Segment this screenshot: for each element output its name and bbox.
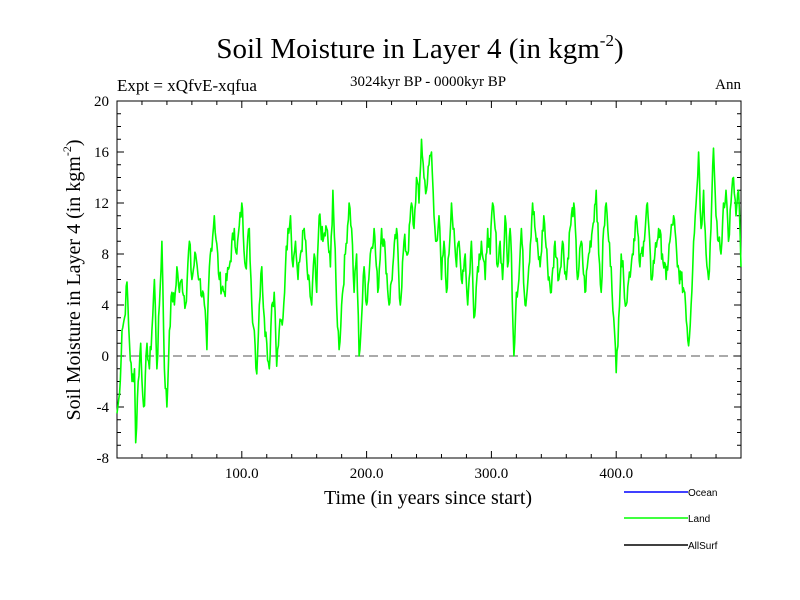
legend-item-ocean: Ocean (624, 488, 717, 499)
y-tick-label: 12 (94, 196, 109, 212)
y-tick-label: 0 (102, 349, 110, 365)
x-axis-label: Time (in years since start) (324, 487, 532, 509)
legend-label: Land (688, 514, 710, 525)
y-axis-label: Soil Moisture in Layer 4 (in kgm-2) (60, 139, 85, 420)
y-tick-label: -4 (97, 400, 110, 416)
x-tick-label: 200.0 (350, 466, 384, 482)
x-tick-label: 100.0 (225, 466, 259, 482)
legend-item-allsurf: AllSurf (624, 541, 718, 552)
y-tick-label: 4 (102, 298, 110, 314)
legend-label: AllSurf (688, 541, 718, 552)
x-tick-label: 400.0 (599, 466, 633, 482)
plot-frame (116, 100, 742, 459)
chart-subtitle: 3024kyr BP - 0000kyr BP (350, 74, 506, 90)
legend: Ocean Land AllSurf (624, 488, 718, 552)
x-tick-label: 300.0 (475, 466, 509, 482)
chart-title: Soil Moisture in Layer 4 (in kgm-2) (216, 31, 623, 65)
y-tick-label: 16 (94, 145, 110, 161)
y-tick-label: 20 (94, 94, 109, 110)
axis-ticks: -8 -4 0 4 8 12 16 20 100.0 200.0 300.0 400.0 (94, 94, 741, 482)
y-tick-label: 8 (102, 247, 110, 263)
y-tick-label: -8 (97, 451, 110, 467)
experiment-label: Expt = xQfvE-xqfua (117, 76, 257, 95)
legend-label: Ocean (688, 488, 717, 499)
season-label: Ann (715, 77, 741, 93)
land-series-line (116, 138, 742, 444)
legend-item-land: Land (624, 514, 710, 525)
